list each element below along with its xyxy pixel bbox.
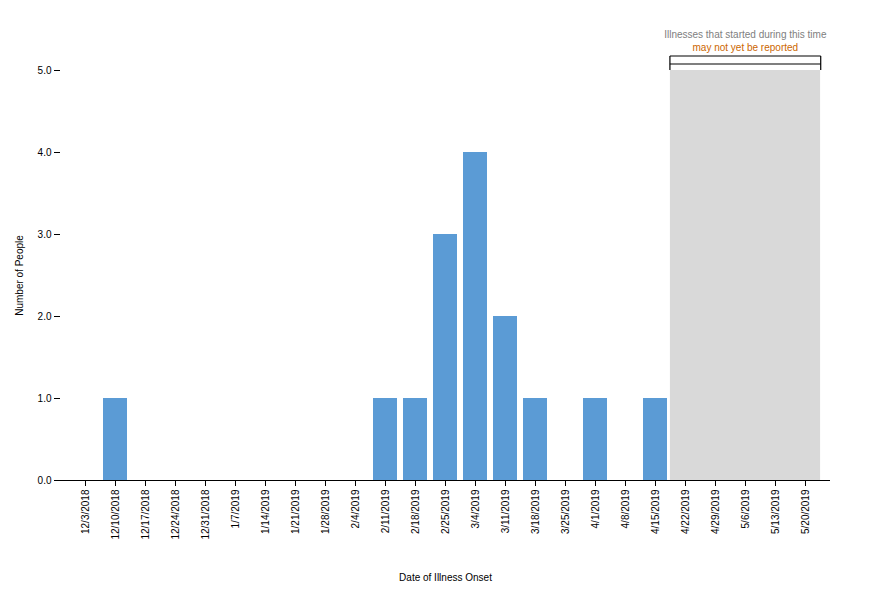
svg-text:2/18/2019: 2/18/2019: [410, 489, 421, 534]
svg-text:3/18/2019: 3/18/2019: [530, 489, 541, 534]
svg-text:Illnesses that started during: Illnesses that started during this time: [664, 29, 827, 40]
svg-text:3/4/2019: 3/4/2019: [470, 489, 481, 528]
svg-text:3.0: 3.0: [38, 229, 52, 240]
svg-text:4/8/2019: 4/8/2019: [620, 489, 631, 528]
svg-text:1/7/2019: 1/7/2019: [230, 489, 241, 528]
svg-text:5/13/2019: 5/13/2019: [770, 489, 781, 534]
svg-text:1.0: 1.0: [38, 393, 52, 404]
svg-text:12/31/2018: 12/31/2018: [200, 489, 211, 539]
svg-text:1/28/2019: 1/28/2019: [320, 489, 331, 534]
svg-text:5/20/2019: 5/20/2019: [800, 489, 811, 534]
svg-text:5/6/2019: 5/6/2019: [740, 489, 751, 528]
svg-text:5.0: 5.0: [38, 65, 52, 76]
svg-text:2/11/2019: 2/11/2019: [380, 489, 391, 533]
svg-text:1/21/2019: 1/21/2019: [290, 489, 301, 534]
svg-text:3/11/2019: 3/11/2019: [500, 489, 511, 533]
svg-text:12/3/2018: 12/3/2018: [80, 489, 91, 534]
svg-text:4/29/2019: 4/29/2019: [710, 489, 721, 534]
svg-text:Date of Illness Onset: Date of Illness Onset: [399, 572, 492, 583]
svg-text:12/17/2018: 12/17/2018: [140, 489, 151, 539]
svg-text:2/4/2019: 2/4/2019: [350, 489, 361, 528]
svg-text:1/14/2019: 1/14/2019: [260, 489, 271, 534]
svg-text:0.0: 0.0: [38, 475, 52, 486]
svg-text:2/25/2019: 2/25/2019: [440, 489, 451, 534]
svg-text:3/25/2019: 3/25/2019: [560, 489, 571, 534]
svg-text:4/1/2019: 4/1/2019: [590, 489, 601, 528]
svg-text:Number of People: Number of People: [14, 235, 25, 316]
svg-text:4.0: 4.0: [38, 147, 52, 158]
svg-text:4/22/2019: 4/22/2019: [680, 489, 691, 534]
svg-text:12/10/2018: 12/10/2018: [110, 489, 121, 539]
svg-text:4/15/2019: 4/15/2019: [650, 489, 661, 534]
svg-text:12/24/2018: 12/24/2018: [170, 489, 181, 539]
svg-text:2.0: 2.0: [38, 311, 52, 322]
svg-text:may not yet be reported: may not yet be reported: [693, 42, 799, 53]
